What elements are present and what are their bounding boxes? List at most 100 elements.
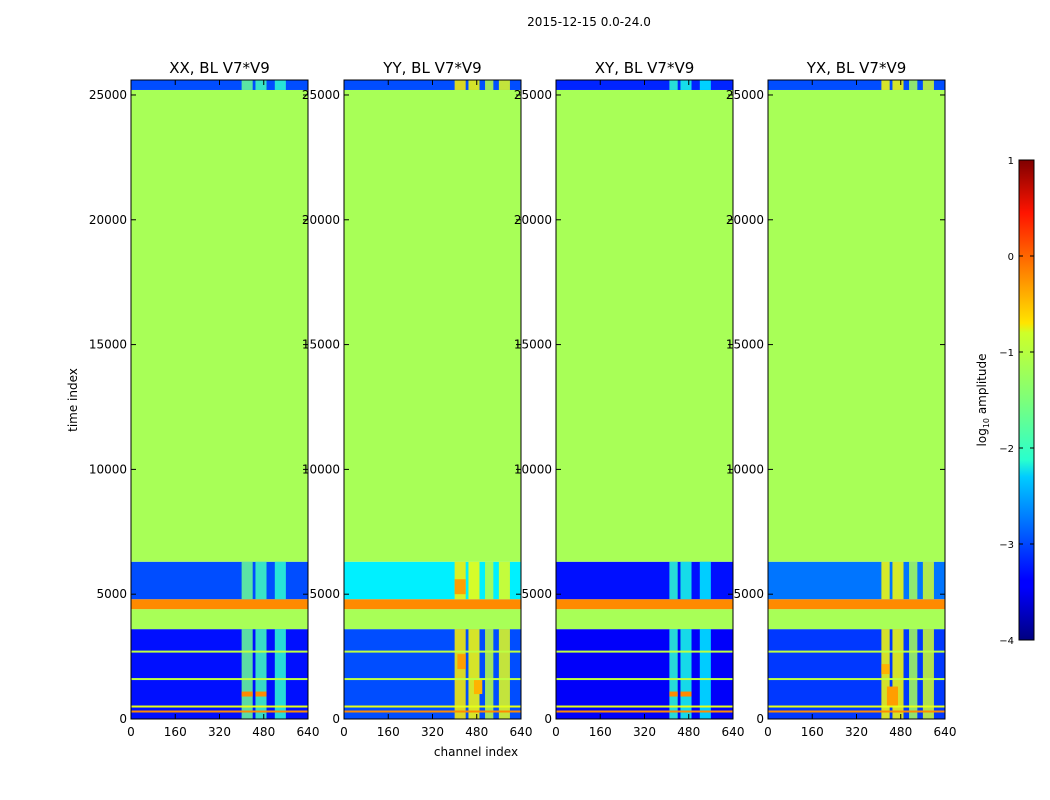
heatmap-stripe bbox=[131, 710, 308, 713]
colorbar-label: log10 amplitude bbox=[975, 354, 991, 447]
y-tick-label: 25000 bbox=[89, 88, 127, 102]
colorbar-label-prefix: log bbox=[975, 428, 989, 446]
heatmap-hot-column bbox=[498, 80, 510, 90]
heatmap-hot-column bbox=[468, 629, 480, 719]
x-tick-label: 160 bbox=[589, 725, 612, 739]
heatmap-hot-column bbox=[909, 561, 918, 600]
y-tick-label: 15000 bbox=[302, 338, 340, 352]
y-tick-label: 20000 bbox=[89, 213, 127, 227]
heatmap-hot-column bbox=[909, 80, 918, 90]
x-tick-label: 160 bbox=[801, 725, 824, 739]
heatmap-hot-column bbox=[498, 629, 510, 719]
heatmap-hot-column bbox=[892, 561, 904, 600]
y-tick-label: 10000 bbox=[302, 462, 340, 476]
y-tick-label: 15000 bbox=[89, 338, 127, 352]
x-tick-label: 0 bbox=[340, 725, 348, 739]
heatmap-hot-column bbox=[680, 561, 692, 600]
heatmap-hot-column bbox=[255, 561, 267, 600]
heatmap-hot-column bbox=[892, 629, 904, 719]
heatmap-hot-column bbox=[881, 561, 890, 600]
heatmap-block bbox=[131, 609, 308, 630]
x-tick-label: 480 bbox=[252, 725, 275, 739]
x-tick-label: 320 bbox=[633, 725, 656, 739]
heatmap-hot-column bbox=[669, 80, 678, 90]
heatmap-hot-column bbox=[468, 80, 480, 90]
panel-yx: YX, BL V7*V9 0 160 320 480 640 0 5000 10000 15000… bbox=[726, 59, 957, 739]
heatmap-hot-column bbox=[485, 80, 494, 90]
colorbar: 10 −1 −2 −3 −4 log10 amplitude bbox=[975, 156, 1035, 647]
heatmap-hot-column bbox=[922, 629, 934, 719]
heatmap-stripe bbox=[344, 710, 521, 713]
y-tick-label: 20000 bbox=[514, 213, 552, 227]
colorbar-tick-label: −4 bbox=[999, 636, 1014, 647]
y-tick-label: 10000 bbox=[514, 462, 552, 476]
colorbar-label-sub: 10 bbox=[982, 418, 991, 428]
x-tick-label: 320 bbox=[421, 725, 444, 739]
heatmap-block bbox=[768, 89, 945, 562]
x-tick-label: 480 bbox=[465, 725, 488, 739]
heatmap-stripe bbox=[768, 705, 945, 708]
panel-title: YY, BL V7*V9 bbox=[382, 59, 481, 77]
colorbar-tick-label: 1 bbox=[1008, 156, 1014, 167]
x-tick-label: 640 bbox=[297, 725, 320, 739]
y-tick-label: 5000 bbox=[309, 587, 340, 601]
heatmap-hot-column bbox=[669, 561, 678, 600]
x-tick-label: 640 bbox=[510, 725, 533, 739]
y-tick-label: 25000 bbox=[302, 88, 340, 102]
x-axis-label: channel index bbox=[434, 745, 518, 759]
heatmap-hot-column bbox=[241, 80, 253, 90]
heatmap-hot-column bbox=[468, 561, 480, 600]
heatmap-hot-column bbox=[241, 561, 253, 600]
colorbar-label-suffix: amplitude bbox=[975, 354, 989, 418]
heatmap-stripe bbox=[556, 650, 733, 653]
colorbar-ticks: 1 0 −1 −2 −3 −4 bbox=[999, 156, 1034, 647]
y-tick-label: 20000 bbox=[726, 213, 764, 227]
heatmap-stripe bbox=[768, 710, 945, 713]
heatmap-hot-column bbox=[454, 80, 466, 90]
heatmap-block bbox=[344, 609, 521, 630]
heatmap-hot-column bbox=[881, 80, 890, 90]
heatmap-stripe bbox=[344, 650, 521, 653]
x-tick-label: 480 bbox=[677, 725, 700, 739]
heatmap-stripe bbox=[556, 705, 733, 708]
heatmap-block bbox=[344, 599, 521, 610]
y-tick-label: 0 bbox=[544, 712, 552, 726]
heatmap-block bbox=[556, 609, 733, 630]
y-tick-label: 5000 bbox=[521, 587, 552, 601]
heatmap-hot-column bbox=[255, 80, 267, 90]
heatmap-hot-column bbox=[892, 80, 904, 90]
x-tick-label: 160 bbox=[164, 725, 187, 739]
y-tick-label: 5000 bbox=[96, 587, 127, 601]
heatmap-hot-spot bbox=[473, 679, 483, 695]
heatmap-hot-spot bbox=[886, 686, 898, 707]
y-tick-label: 15000 bbox=[514, 338, 552, 352]
colorbar-tick-label: −1 bbox=[999, 348, 1014, 359]
heatmap-hot-column bbox=[922, 80, 934, 90]
x-tick-label: 160 bbox=[377, 725, 400, 739]
heatmap-hot-column bbox=[485, 561, 494, 600]
x-tick-label: 0 bbox=[552, 725, 560, 739]
heatmap-hot-column bbox=[274, 561, 286, 600]
heatmap-hot-column bbox=[274, 80, 286, 90]
heatmap-hot-column bbox=[274, 629, 286, 719]
x-tick-label: 0 bbox=[127, 725, 135, 739]
heatmap-block bbox=[556, 89, 733, 562]
y-tick-label: 25000 bbox=[726, 88, 764, 102]
heatmap-hot-spot bbox=[241, 691, 253, 697]
panel-title: XY, BL V7*V9 bbox=[595, 59, 695, 77]
colorbar-tick-label: −2 bbox=[999, 444, 1014, 455]
y-axis-label: time index bbox=[66, 368, 80, 432]
x-tick-label: 480 bbox=[889, 725, 912, 739]
colorbar-tick-label: −3 bbox=[999, 540, 1014, 551]
y-tick-label: 25000 bbox=[514, 88, 552, 102]
y-tick-label: 0 bbox=[332, 712, 340, 726]
panels-group: XX, BL V7*V9 0 160 320 480 640 0 5000 10000 15000… bbox=[89, 59, 957, 739]
y-tick-label: 5000 bbox=[733, 587, 764, 601]
heatmap-hot-column bbox=[699, 629, 711, 719]
heatmap-hot-column bbox=[498, 561, 510, 600]
heatmap-block bbox=[768, 609, 945, 630]
figure-title: 2015-12-15 0.0-24.0 bbox=[527, 15, 651, 29]
heatmap-block bbox=[344, 89, 521, 562]
heatmap-hot-spot bbox=[454, 579, 466, 595]
y-tick-label: 10000 bbox=[89, 462, 127, 476]
